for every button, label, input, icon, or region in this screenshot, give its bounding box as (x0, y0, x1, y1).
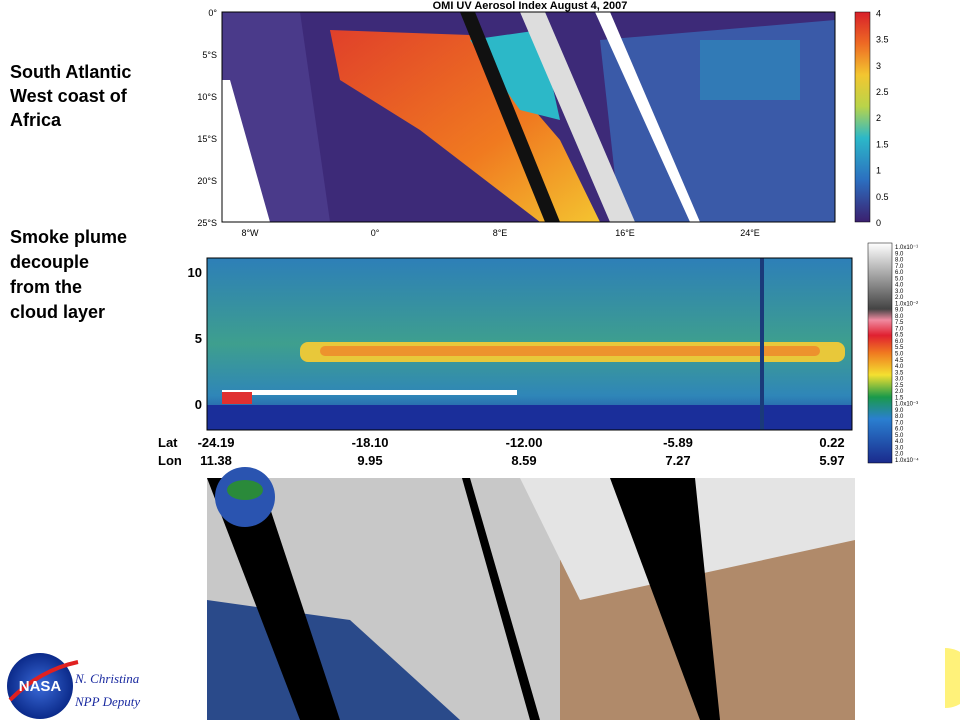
lat-tick: 5°S (202, 50, 217, 60)
colorbar-label: 1.0x10⁻⁴ (895, 457, 919, 464)
colorbar-tick: 1 (876, 166, 881, 176)
y-tick: 5 (195, 331, 202, 346)
colorbar-label: 6.0 (895, 339, 904, 345)
colorbar-label: 3.0 (895, 289, 904, 295)
colorbar-label: 8.0 (895, 414, 904, 420)
colorbar-label: 1.5 (895, 395, 904, 401)
decoration (945, 648, 960, 708)
lat-value: -18.10 (352, 435, 389, 450)
colorbar-label: 6.5 (895, 333, 904, 339)
lat-tick: 25°S (197, 218, 217, 228)
lat-tick: 0° (208, 8, 217, 18)
role: NPP Deputy (74, 694, 140, 709)
colorbar-label: 8.0 (895, 258, 904, 264)
lat-value: -12.00 (506, 435, 543, 450)
note-text: West coast of (10, 86, 128, 106)
colorbar-label: 7.0 (895, 264, 904, 270)
lat-label: Lat (158, 435, 178, 450)
colorbar-tick: 1.5 (876, 139, 889, 149)
colorbar-label: 2.0 (895, 452, 904, 458)
colorbar-label: 9.0 (895, 408, 904, 414)
note-text: Africa (10, 110, 62, 130)
colorbar-label: 4.5 (895, 358, 904, 364)
lon-tick: 8°W (241, 228, 259, 238)
colorbar-label: 2.0 (895, 295, 904, 301)
author: N. Christina (74, 671, 140, 686)
note-text: South Atlantic (10, 62, 131, 82)
lon-value: 7.27 (665, 453, 690, 468)
lat-value: 0.22 (819, 435, 844, 450)
lat-tick: 10°S (197, 92, 217, 102)
lon-tick: 0° (371, 228, 380, 238)
satellite-image (207, 467, 855, 720)
colorbar-label: 1.0x10⁻¹ (895, 245, 918, 251)
lon-tick: 8°E (493, 228, 508, 238)
colorbar-tick: 4 (876, 8, 881, 18)
lon-tick: 24°E (740, 228, 760, 238)
colorbar-label: 1.0x10⁻³ (895, 402, 918, 408)
colorbar-label: 1.0x10⁻² (895, 301, 918, 307)
colorbar-label: 4.0 (895, 283, 904, 289)
note-text: decouple (10, 252, 89, 272)
nasa-logo: NASA (7, 653, 79, 719)
lidar-image (206, 242, 893, 464)
colorbar-label: 2.0 (895, 389, 904, 395)
colorbar-label: 3.0 (895, 377, 904, 383)
colorbar-tick: 3 (876, 61, 881, 71)
colorbar-label: 3.5 (895, 370, 904, 376)
logo-text: NASA (19, 678, 62, 695)
colorbar-label: 4.0 (895, 439, 904, 445)
colorbar-label: 9.0 (895, 308, 904, 314)
colorbar-label: 5.0 (895, 433, 904, 439)
colorbar-tick: 2.5 (876, 87, 889, 97)
colorbar-label: 2.5 (895, 383, 904, 389)
colorbar-label: 7.0 (895, 326, 904, 332)
note-text: cloud layer (10, 302, 105, 322)
lon-value: 9.95 (357, 453, 382, 468)
colorbar-label: 9.0 (895, 251, 904, 257)
map-title: OMI UV Aerosol Index August 4, 2007 (433, 0, 628, 12)
colorbar-tick: 3.5 (876, 35, 889, 45)
note-text: from the (10, 277, 82, 297)
lat-tick: 20°S (197, 176, 217, 186)
lon-label: Lon (158, 453, 182, 468)
note-text: Smoke plume (10, 227, 127, 247)
colorbar-label: 6.0 (895, 427, 904, 433)
colorbar-label: 5.0 (895, 276, 904, 282)
y-tick: 0 (195, 397, 202, 412)
colorbar-tick: 2 (876, 113, 881, 123)
colorbar-label: 5.5 (895, 345, 904, 351)
colorbar-tick: 0 (876, 218, 881, 228)
colorbar-label: 4.0 (895, 364, 904, 370)
colorbar-label: 5.0 (895, 352, 904, 358)
lon-value: 11.38 (200, 453, 232, 468)
lon-tick: 16°E (615, 228, 635, 238)
colorbar-label: 7.0 (895, 420, 904, 426)
lat-value: -24.19 (198, 435, 235, 450)
map-image (221, 11, 871, 223)
colorbar-label: 7.5 (895, 320, 904, 326)
lon-value: 5.97 (819, 453, 844, 468)
colorbar-label: 3.0 (895, 445, 904, 451)
colorbar-tick: 0.5 (876, 192, 889, 202)
lat-value: -5.89 (663, 435, 693, 450)
lon-value: 8.59 (511, 453, 536, 468)
colorbar-label: 8.0 (895, 314, 904, 320)
lat-tick: 15°S (197, 134, 217, 144)
y-tick: 10 (188, 265, 202, 280)
colorbar-label: 6.0 (895, 270, 904, 276)
